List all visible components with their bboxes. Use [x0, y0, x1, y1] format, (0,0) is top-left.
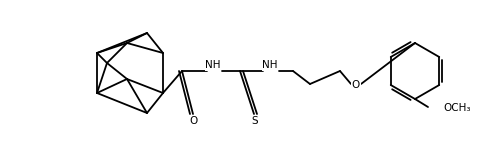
Text: NH: NH: [262, 60, 278, 70]
Text: O: O: [352, 80, 360, 90]
Text: O: O: [190, 116, 198, 126]
Text: NH: NH: [205, 60, 221, 70]
Text: S: S: [252, 116, 259, 126]
Text: OCH₃: OCH₃: [443, 103, 470, 113]
